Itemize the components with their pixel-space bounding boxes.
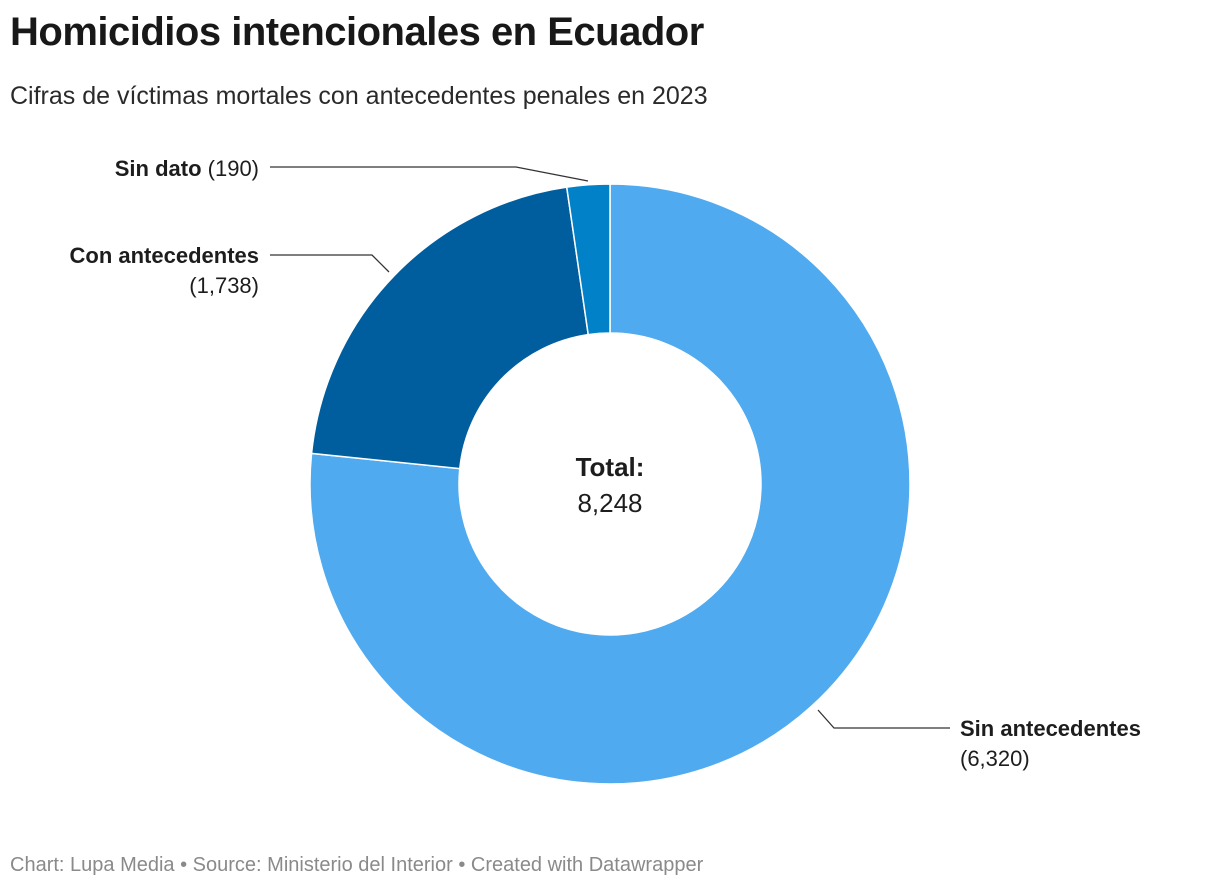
footer-separator: • (452, 854, 471, 876)
donut-slices (309, 183, 911, 785)
center-total-value: 8,248 (577, 488, 642, 518)
leader-lines (270, 166, 950, 729)
leader-line-sin-dato (270, 166, 589, 182)
slice-labels: Sin antecedentes (6,320) Con antecedentes (… (70, 156, 1141, 771)
slice-label-value-sin-antecedentes: (6,320) (960, 746, 1030, 771)
chart-subtitle: Cifras de víctimas mortales con antecede… (10, 82, 708, 110)
slice-label-sin-dato: Sin dato (190) (115, 156, 259, 181)
slice-sin-antecedentes[interactable] (309, 183, 911, 785)
footer-chart-credit[interactable]: Chart: Lupa Media (10, 854, 175, 876)
footer-source[interactable]: Source: Ministerio del Interior (192, 854, 453, 876)
footer-separator: • (174, 854, 193, 876)
footer-tool[interactable]: Created with Datawrapper (470, 854, 704, 876)
slice-label-name: Sin dato (115, 156, 208, 181)
slice-con-antecedentes[interactable] (310, 186, 590, 470)
center-total-label: Total: (576, 452, 645, 482)
chart-title: Homicidios intencionales en Ecuador (10, 10, 704, 54)
leader-line-con-antecedentes (270, 254, 390, 273)
slice-label-value-con-antecedentes: (1,738) (189, 273, 259, 298)
slice-label-name-sin-antecedentes: Sin antecedentes (960, 716, 1141, 741)
slice-sin-dato[interactable] (565, 183, 611, 336)
chart-footer: Chart: Lupa Media • Source: Ministerio d… (10, 854, 703, 877)
leader-line-sin-antecedentes (817, 709, 950, 729)
slice-label-name-con-antecedentes: Con antecedentes (70, 243, 260, 268)
slice-label-value: (190) (208, 156, 259, 181)
